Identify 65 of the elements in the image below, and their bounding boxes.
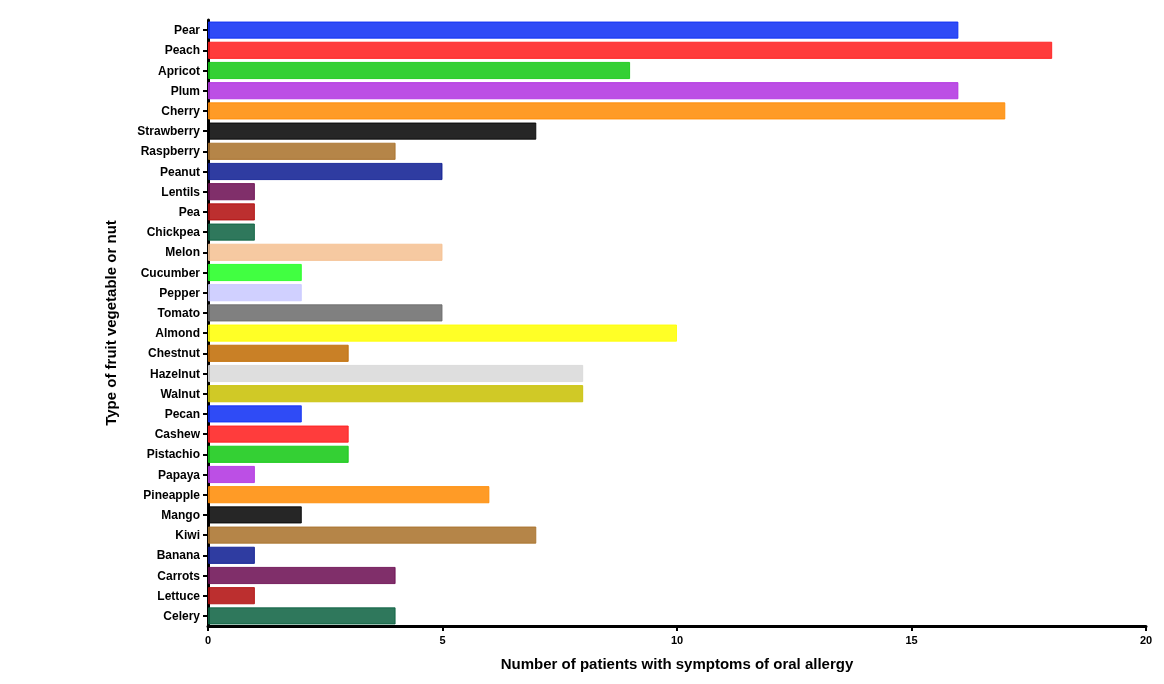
bar [208,162,443,181]
bar [208,465,255,484]
bar [208,223,255,241]
x-tick-label: 5 [439,633,446,646]
y-tick-label: Pear [173,23,201,38]
bar [208,82,959,100]
y-tick-label: Pepper [159,285,201,300]
y-tick-label: Almond [155,326,200,341]
y-tick-label: Pea [178,204,201,219]
bar [208,61,631,80]
bar [208,526,537,544]
y-tick-label: Peanut [159,164,200,179]
y-tick-label: Cashew [154,427,201,442]
bar [208,284,302,302]
bar [208,304,443,322]
bar [208,142,396,160]
bar [208,364,584,383]
y-tick-label: Hazelnut [149,366,200,381]
bar [208,324,677,342]
y-tick-label: Carrots [157,568,201,583]
bar [208,445,349,463]
y-tick-label: Melon [165,245,200,260]
y-tick-label: Pineapple [143,487,201,502]
bar [208,385,584,403]
bar [208,344,349,362]
bar [208,587,255,605]
y-tick-label: Lettuce [157,588,201,603]
y-tick-label: Pistachio [146,447,200,462]
bar [208,263,302,282]
y-tick-label: Chickpea [146,225,201,240]
x-tick-label: 15 [905,633,918,646]
y-tick-label: Papaya [157,467,201,482]
bar [208,405,302,423]
x-tick-label: 20 [1139,633,1153,646]
bar [208,486,490,504]
bar [208,183,255,201]
bar [208,607,396,625]
y-tick-label: Strawberry [137,124,201,139]
y-tick-label: Raspberry [140,144,201,159]
bar [208,21,959,39]
y-tick-label: Peach [164,43,200,58]
y-axis-title: Type of fruit vegetable or nut [102,220,119,426]
bar [208,203,255,221]
bar [208,566,396,585]
bar [208,546,255,564]
bar [208,102,1006,120]
y-tick-label: Walnut [160,386,200,401]
y-tick-label: Cucumber [140,265,201,280]
y-tick-label: Chestnut [148,346,200,361]
bar [208,41,1053,59]
x-tick-label: 10 [670,633,684,646]
y-tick-label: Cherry [161,103,201,118]
x-tick-label: 0 [204,633,212,646]
bar [208,243,443,261]
y-tick-label: Kiwi [175,528,200,543]
y-tick-label: Lentils [161,184,201,199]
y-tick-label: Tomato [157,305,200,320]
y-tick-label: Mango [161,507,200,522]
x-axis-title: Number of patients with symptoms of oral allergy [500,655,854,672]
bar [208,425,349,443]
y-tick-label: Pecan [164,406,200,421]
y-tick-label: Apricot [158,63,200,78]
y-tick-label: Celery [163,608,201,623]
y-tick-label: Banana [156,548,201,563]
y-tick-label: Plum [170,83,200,98]
